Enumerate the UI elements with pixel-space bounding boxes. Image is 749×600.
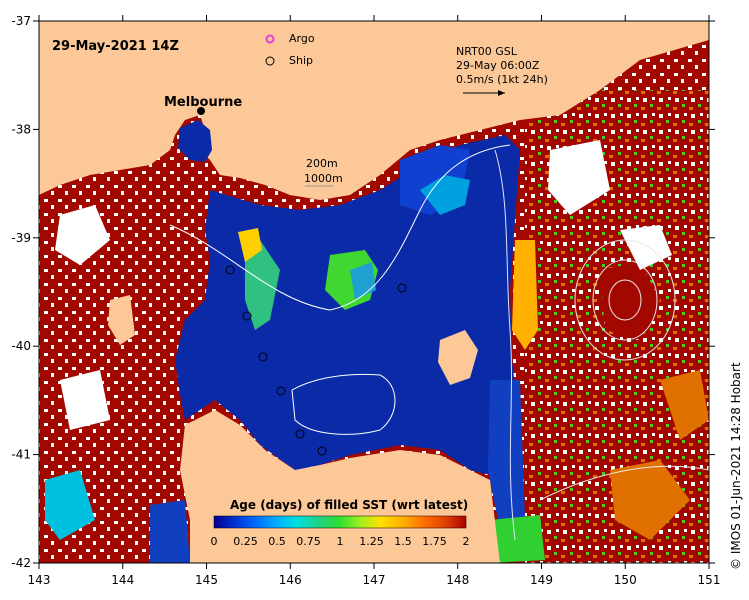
- lat-tick-label: -37: [11, 14, 31, 28]
- current-legend: NRT00 GSL 29-May 06:00Z 0.5m/s (1kt 24h): [456, 45, 548, 96]
- sst-patch: [660, 370, 709, 440]
- cloud-gap: [620, 225, 672, 270]
- current-scale-label: 0.5m/s (1kt 24h): [456, 73, 548, 86]
- eddy-contour-inner: [608, 279, 642, 321]
- lon-tick-label: 150: [614, 573, 637, 587]
- current-streamline: [539, 465, 709, 501]
- colorbar-tick-label: 2: [463, 535, 470, 548]
- arrow-head-icon: [498, 90, 505, 96]
- lon-tick-label: 149: [530, 573, 553, 587]
- lon-axis: 143 144 145 146 147 148 149 150 151: [28, 15, 721, 587]
- king-island: [108, 295, 135, 345]
- ship-track: [225, 265, 407, 456]
- lat-tick-label: -42: [11, 556, 31, 570]
- sst-patch: [420, 175, 470, 215]
- sst-patch: [488, 380, 525, 530]
- colorbar-tick-label: 1: [337, 535, 344, 548]
- ship-marker: [276, 386, 286, 396]
- sst-patch: [600, 262, 660, 340]
- colorbar-tick-label: 1.5: [394, 535, 412, 548]
- sst-patch: [45, 470, 95, 540]
- isobath-200m: [169, 144, 511, 311]
- ship-marker: [258, 352, 268, 362]
- sst-patch: [150, 500, 190, 563]
- cloud-gap: [55, 205, 110, 265]
- ship-marker: [225, 265, 235, 275]
- sst-patch: [512, 240, 538, 350]
- isobath-200-label: 200m: [306, 157, 338, 170]
- colorbar-tick-label: 0: [211, 535, 218, 548]
- eddy-contour-outer: [574, 239, 676, 361]
- colorbar-tick-label: 0.75: [296, 535, 321, 548]
- lon-tick-label: 148: [446, 573, 469, 587]
- lat-tick-label: -39: [11, 231, 31, 245]
- colorbar-gradient: [213, 515, 467, 529]
- lon-tick-label: 147: [363, 573, 386, 587]
- lon-tick-label: 144: [111, 573, 134, 587]
- sst-patch: [610, 460, 690, 540]
- credit-label: © IMOS 01-Jun-2021 14:28 Hobart: [729, 362, 743, 570]
- lon-tick-label: 151: [698, 573, 721, 587]
- argo-legend-icon: [265, 34, 275, 44]
- ship-marker: [317, 446, 327, 456]
- isobath-contour: [291, 373, 396, 435]
- colorbar-tick-label: 0.25: [233, 535, 258, 548]
- colorbar-tick-label: 1.75: [422, 535, 447, 548]
- colorbar-tick-label: 0.5: [268, 535, 286, 548]
- flinders-island: [438, 330, 478, 385]
- colorbar-title: Age (days) of filled SST (wrt latest): [230, 498, 468, 512]
- isobath-legend: 200m 1000m: [304, 157, 343, 187]
- lat-axis: -37 -38 -39 -40 -41 -42: [11, 14, 715, 570]
- ship-legend-label: Ship: [289, 54, 313, 67]
- melbourne-marker: [197, 107, 205, 115]
- isobath-1000m: [494, 149, 516, 541]
- lat-tick-label: -41: [11, 448, 31, 462]
- current-time-label: 29-May 06:00Z: [456, 59, 540, 72]
- isobath-1000-label: 1000m: [304, 172, 343, 185]
- map-plot-area: [39, 21, 709, 563]
- lon-tick-label: 143: [28, 573, 51, 587]
- colorbar-tick-label: 1.25: [359, 535, 384, 548]
- map-title: 29-May-2021 14Z: [52, 39, 179, 54]
- lon-tick-label: 145: [195, 573, 218, 587]
- cloud-gap: [60, 370, 110, 430]
- argo-legend-label: Argo: [289, 32, 315, 45]
- colorbar-ticks: 0 0.25 0.5 0.75 1 1.25 1.5 1.75 2: [211, 535, 470, 548]
- lat-tick-label: -38: [11, 122, 31, 136]
- eddy-contour-mid: [592, 259, 658, 341]
- port-phillip-bay: [178, 120, 212, 162]
- ship-legend-icon: [265, 56, 275, 66]
- ship-marker: [295, 429, 305, 439]
- marker-legend: Argo Ship: [265, 32, 315, 67]
- melbourne-label: Melbourne: [164, 95, 242, 110]
- lon-tick-label: 146: [279, 573, 302, 587]
- sst-patch: [238, 228, 262, 262]
- sst-patch: [245, 240, 280, 330]
- current-source-label: NRT00 GSL: [456, 45, 518, 58]
- lat-tick-label: -40: [11, 339, 31, 353]
- ship-marker: [397, 283, 407, 293]
- sst-patch: [490, 515, 545, 563]
- cloud-gap: [548, 140, 610, 215]
- ship-marker: [242, 311, 252, 321]
